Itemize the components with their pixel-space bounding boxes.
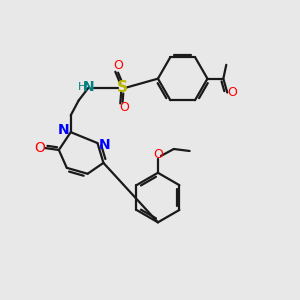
Text: N: N [58,123,70,137]
Text: O: O [119,101,129,114]
Text: S: S [117,80,128,95]
Text: H: H [77,82,86,92]
Text: N: N [83,80,94,94]
Text: O: O [34,141,46,155]
Text: O: O [227,86,237,99]
Text: O: O [113,59,123,72]
Text: O: O [153,148,163,161]
Text: N: N [99,138,110,152]
